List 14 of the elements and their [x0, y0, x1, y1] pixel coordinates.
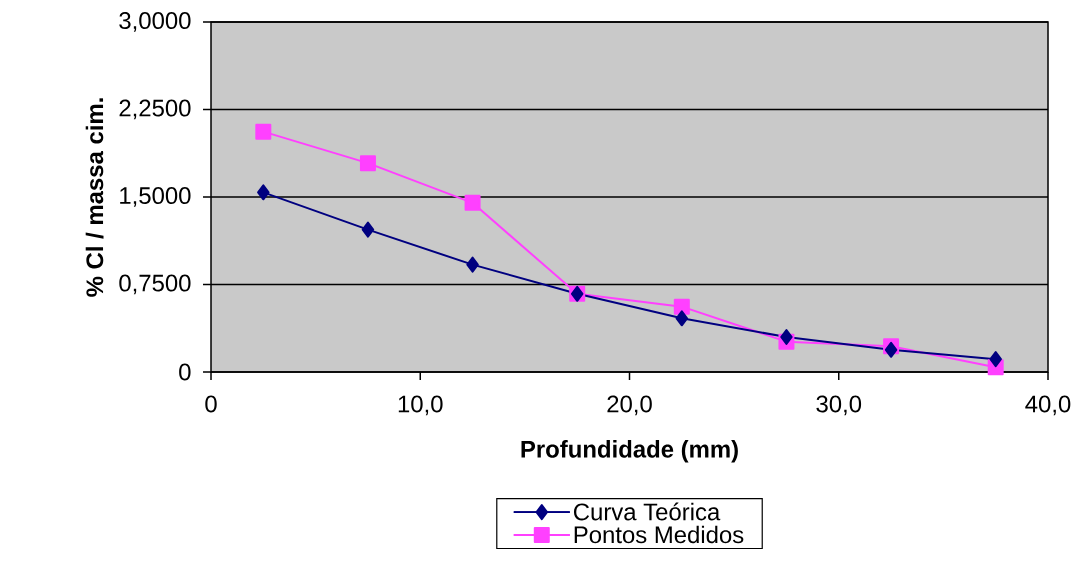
- y-tick-label: 3,0000: [119, 12, 191, 32]
- x-tick-label: 20,0: [607, 395, 652, 416]
- x-tick-label: 40,0: [1025, 395, 1071, 416]
- y-axis-title: % Cl / massa cim.: [85, 98, 104, 297]
- y-tick-label: 0: [179, 363, 191, 381]
- x-tick-label: 0: [205, 395, 217, 413]
- x-tick-label: 10,0: [398, 395, 443, 416]
- y-tick-label: 0,7500: [119, 274, 191, 295]
- y-tick-label: 2,2500: [119, 99, 191, 120]
- x-axis-title: Profundidade (mm): [521, 440, 738, 463]
- x-tick-label: 30,0: [816, 395, 862, 416]
- y-tick-label: 1,5000: [120, 187, 191, 207]
- legend-label: Pontos Medidos: [574, 525, 744, 544]
- legend-label: Curva Teórica: [573, 502, 721, 521]
